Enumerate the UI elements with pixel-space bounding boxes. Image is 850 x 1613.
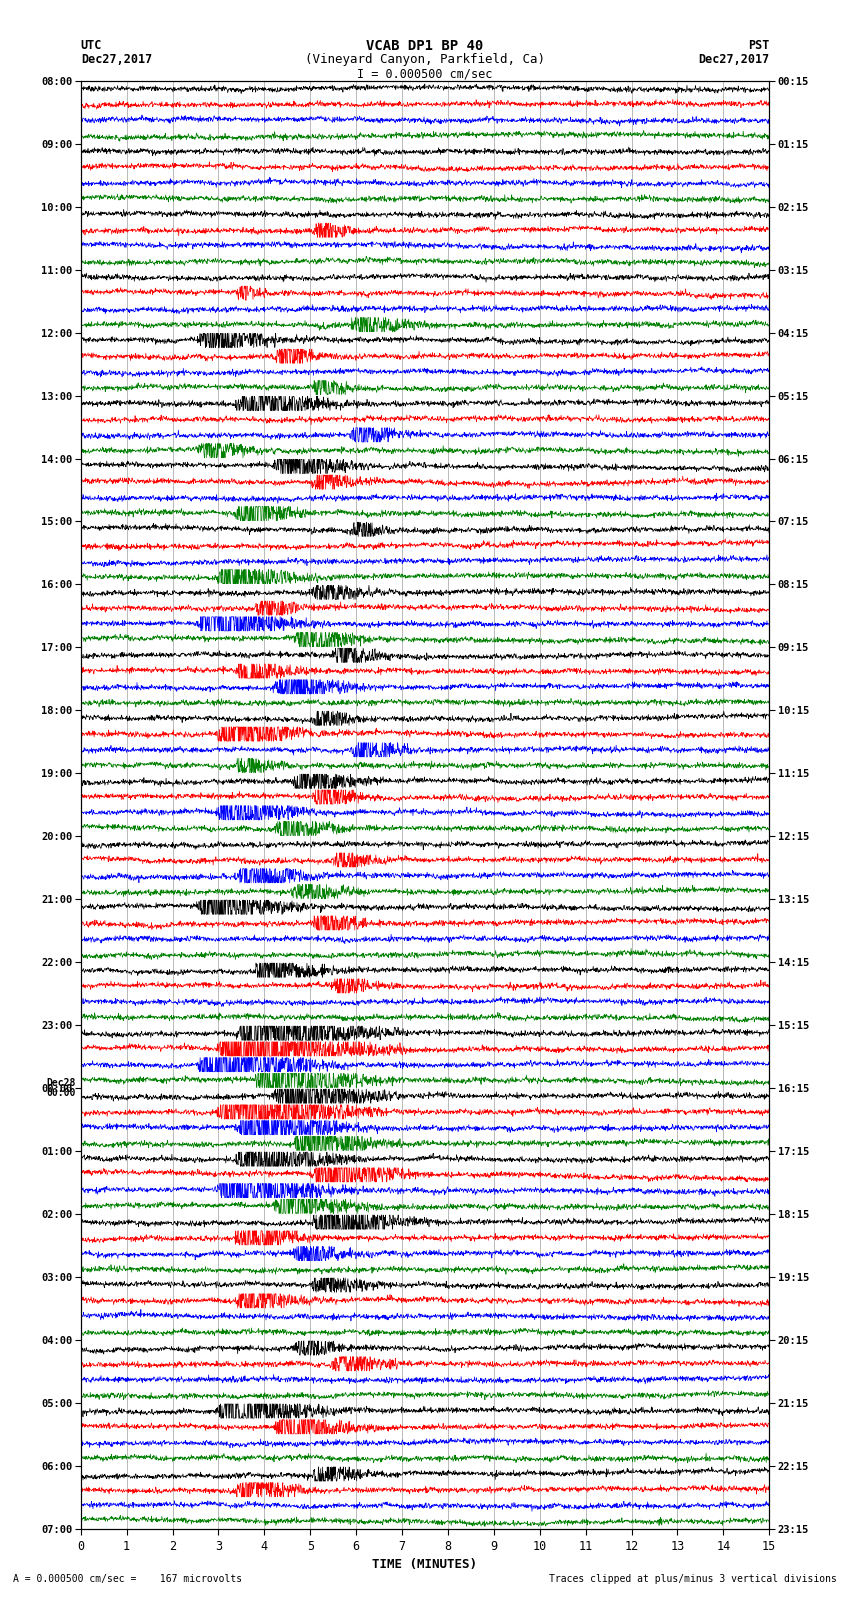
Text: Dec27,2017: Dec27,2017	[698, 53, 769, 66]
Text: Dec28: Dec28	[47, 1077, 76, 1089]
Text: I = 0.000500 cm/sec: I = 0.000500 cm/sec	[357, 68, 493, 81]
X-axis label: TIME (MINUTES): TIME (MINUTES)	[372, 1558, 478, 1571]
Text: Dec27,2017: Dec27,2017	[81, 53, 152, 66]
Text: A = 0.000500 cm/sec =    167 microvolts: A = 0.000500 cm/sec = 167 microvolts	[13, 1574, 242, 1584]
Text: Traces clipped at plus/minus 3 vertical divisions: Traces clipped at plus/minus 3 vertical …	[549, 1574, 837, 1584]
Text: PST: PST	[748, 39, 769, 52]
Text: (Vineyard Canyon, Parkfield, Ca): (Vineyard Canyon, Parkfield, Ca)	[305, 53, 545, 66]
Text: 00:00: 00:00	[47, 1089, 76, 1098]
Text: UTC: UTC	[81, 39, 102, 52]
Text: VCAB DP1 BP 40: VCAB DP1 BP 40	[366, 39, 484, 53]
